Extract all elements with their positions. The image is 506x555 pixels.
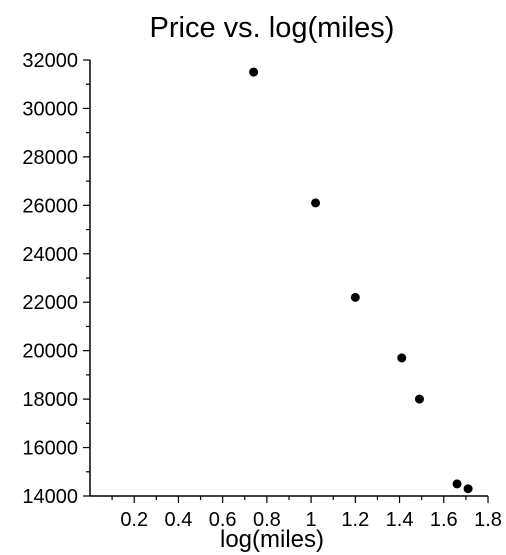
x-tick-label: 0.6 [209, 509, 237, 531]
scatter-point [350, 292, 360, 302]
y-tick-label: 22000 [22, 292, 78, 314]
data-points [249, 67, 473, 494]
scatter-point [397, 353, 407, 363]
axes [89, 60, 488, 497]
y-tick-label: 26000 [22, 195, 78, 217]
scatter-point [249, 67, 259, 77]
y-tick-label: 24000 [22, 244, 78, 266]
x-tick-label: 1.2 [341, 509, 369, 531]
chart-title: Price vs. log(miles) [150, 12, 395, 44]
y-tick-label: 18000 [22, 389, 78, 411]
x-axis-ticks: 0.2 0.4 0.6 0.8 1 1.2 1.4 1.6 1.8 [111, 496, 502, 531]
x-tick-label: 0.8 [253, 509, 281, 531]
y-axis-ticks: 14000 16000 18000 20000 22000 24000 26000 28000… [22, 50, 90, 508]
scatter-point [414, 394, 424, 404]
scatter-point [452, 479, 462, 489]
x-tick-label: 1.4 [386, 509, 414, 531]
x-tick-label: 0.2 [120, 509, 148, 531]
x-axis-label: log(miles) [220, 526, 324, 553]
x-tick-label: 1 [306, 509, 317, 531]
x-tick-label: 1.8 [474, 509, 502, 531]
x-tick-label: 1.6 [430, 509, 458, 531]
y-tick-label: 14000 [22, 486, 78, 508]
y-tick-label: 16000 [22, 438, 78, 460]
x-tick-label: 0.4 [165, 509, 193, 531]
y-tick-label: 20000 [22, 341, 78, 363]
y-tick-label: 30000 [22, 98, 78, 120]
y-tick-label: 28000 [22, 147, 78, 169]
y-tick-label: 32000 [22, 50, 78, 72]
scatter-point [311, 198, 321, 208]
scatter-point [463, 484, 473, 494]
